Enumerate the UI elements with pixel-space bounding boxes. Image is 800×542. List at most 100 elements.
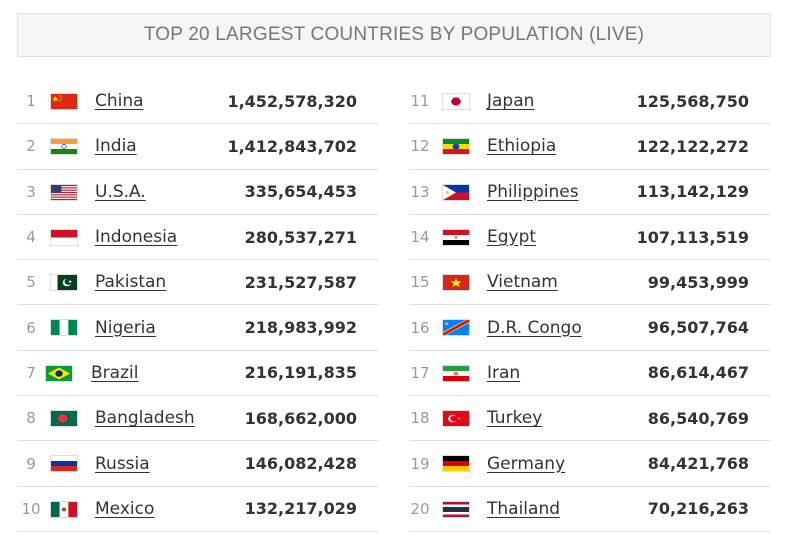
table-row: 18 Turkey 86,540,769 bbox=[409, 396, 771, 442]
egypt-flag-icon bbox=[442, 228, 470, 246]
rank-cell: 20 bbox=[410, 499, 430, 518]
population-value: 218,983,992 bbox=[244, 318, 357, 338]
country-link[interactable]: Thailand bbox=[487, 498, 561, 519]
country-link[interactable]: Russia bbox=[95, 453, 150, 474]
country-link[interactable]: Philippines bbox=[487, 181, 579, 202]
population-value: 113,142,129 bbox=[636, 182, 749, 202]
country-link[interactable]: Japan bbox=[487, 91, 535, 112]
rank-cell: 16 bbox=[410, 318, 430, 337]
pakistan-flag-icon bbox=[50, 274, 78, 292]
mexico-flag-icon bbox=[50, 500, 78, 518]
thailand-flag-icon bbox=[442, 500, 470, 518]
population-value: 99,453,999 bbox=[647, 272, 749, 292]
india-flag-icon bbox=[50, 138, 78, 156]
rank-cell: 9 bbox=[26, 454, 36, 473]
country-link[interactable]: Vietnam bbox=[487, 272, 558, 293]
country-link[interactable]: Iran bbox=[487, 362, 521, 383]
china-flag-icon bbox=[50, 93, 78, 110]
countries-column-right: 11 Japan 125,568,750 12 Ethiopia 122,122… bbox=[409, 79, 771, 532]
country-link[interactable]: Brazil bbox=[91, 362, 139, 383]
rank-cell: 7 bbox=[26, 363, 36, 382]
brazil-flag-icon bbox=[45, 364, 73, 382]
population-value: 132,217,029 bbox=[244, 499, 357, 519]
countries-column-left: 1 China 1,452,578,320 2 India 1,412,843,… bbox=[17, 79, 379, 532]
table-row: 2 India 1,412,843,702 bbox=[17, 124, 379, 170]
rank-cell: 19 bbox=[410, 454, 430, 473]
table-row: 17 Iran 86,614,467 bbox=[409, 351, 771, 397]
dr-congo-flag-icon bbox=[442, 319, 470, 337]
population-value: 146,082,428 bbox=[244, 454, 357, 474]
table-row: 13 Philippines 113,142,129 bbox=[409, 170, 771, 215]
population-value: 1,452,578,320 bbox=[227, 91, 357, 111]
table-row: 1 China 1,452,578,320 bbox=[17, 79, 379, 125]
rank-cell: 4 bbox=[26, 228, 36, 247]
country-link[interactable]: China bbox=[95, 91, 144, 112]
rank-cell: 6 bbox=[26, 318, 36, 337]
rank-cell: 15 bbox=[410, 273, 430, 292]
country-link[interactable]: Turkey bbox=[487, 408, 543, 429]
population-value: 96,507,764 bbox=[647, 318, 749, 338]
table-row: 15 Vietnam 99,453,999 bbox=[409, 260, 771, 306]
rank-cell: 2 bbox=[26, 137, 36, 156]
country-link[interactable]: U.S.A. bbox=[95, 181, 146, 202]
indonesia-flag-icon bbox=[50, 228, 78, 246]
country-link[interactable]: Pakistan bbox=[95, 272, 167, 293]
table-row: 5 Pakistan 231,527,587 bbox=[17, 260, 379, 306]
population-value: 86,540,769 bbox=[647, 408, 749, 428]
rank-cell: 1 bbox=[26, 92, 36, 111]
table-row: 4 Indonesia 280,537,271 bbox=[17, 215, 379, 261]
table-row: 11 Japan 125,568,750 bbox=[409, 79, 771, 125]
table-row: 14 Egypt 107,113,519 bbox=[409, 215, 771, 261]
table-row: 8 Bangladesh 168,662,000 bbox=[17, 396, 379, 442]
rank-cell: 3 bbox=[26, 182, 36, 201]
rank-cell: 12 bbox=[410, 137, 430, 156]
usa-flag-icon bbox=[50, 183, 78, 201]
nigeria-flag-icon bbox=[50, 319, 78, 337]
country-link[interactable]: D.R. Congo bbox=[487, 317, 582, 338]
vietnam-flag-icon bbox=[442, 274, 470, 292]
rank-cell: 14 bbox=[410, 228, 430, 247]
japan-flag-icon bbox=[442, 93, 470, 110]
population-value: 335,654,453 bbox=[244, 182, 357, 202]
rank-cell: 17 bbox=[410, 363, 430, 382]
rank-cell: 13 bbox=[410, 182, 430, 201]
population-value: 231,527,587 bbox=[244, 272, 357, 292]
country-link[interactable]: Nigeria bbox=[95, 317, 156, 338]
country-link[interactable]: Mexico bbox=[95, 498, 155, 519]
table-row: 6 Nigeria 218,983,992 bbox=[17, 305, 379, 351]
population-value: 216,191,835 bbox=[244, 363, 357, 383]
table-row: 7 Brazil 216,191,835 bbox=[17, 351, 379, 397]
germany-flag-icon bbox=[442, 455, 470, 473]
rank-cell: 5 bbox=[26, 273, 36, 292]
rank-cell: 18 bbox=[410, 409, 430, 428]
bangladesh-flag-icon bbox=[50, 410, 78, 428]
rank-cell: 11 bbox=[410, 92, 430, 111]
population-value: 122,122,272 bbox=[636, 136, 749, 156]
country-link[interactable]: Germany bbox=[487, 453, 566, 474]
iran-flag-icon bbox=[442, 364, 470, 382]
philippines-flag-icon bbox=[442, 183, 470, 201]
ethiopia-flag-icon bbox=[442, 138, 470, 156]
russia-flag-icon bbox=[50, 455, 78, 473]
table-row: 12 Ethiopia 122,122,272 bbox=[409, 124, 771, 170]
country-link[interactable]: Bangladesh bbox=[95, 408, 195, 429]
country-link[interactable]: Egypt bbox=[487, 227, 537, 248]
page-title: TOP 20 LARGEST COUNTRIES BY POPULATION (… bbox=[17, 13, 771, 57]
population-value: 125,568,750 bbox=[636, 91, 749, 111]
page-title-text: TOP 20 LARGEST COUNTRIES BY POPULATION (… bbox=[143, 24, 645, 45]
country-link[interactable]: India bbox=[95, 136, 137, 157]
table-row: 3 U.S.A. 335,654,453 bbox=[17, 170, 379, 215]
population-value: 168,662,000 bbox=[244, 408, 357, 428]
table-row: 16 D.R. Congo 96,507,764 bbox=[409, 305, 771, 351]
table-row: 19 Germany 84,421,768 bbox=[409, 441, 771, 487]
population-value: 84,421,768 bbox=[647, 454, 749, 474]
population-value: 280,537,271 bbox=[244, 227, 357, 247]
population-value: 70,216,263 bbox=[647, 499, 749, 519]
table-row: 9 Russia 146,082,428 bbox=[17, 441, 379, 487]
country-link[interactable]: Indonesia bbox=[95, 227, 178, 248]
table-row: 10 Mexico 132,217,029 bbox=[17, 487, 379, 532]
rank-cell: 10 bbox=[21, 499, 41, 518]
turkey-flag-icon bbox=[442, 410, 470, 428]
table-row: 20 Thailand 70,216,263 bbox=[409, 487, 771, 532]
country-link[interactable]: Ethiopia bbox=[487, 136, 557, 157]
